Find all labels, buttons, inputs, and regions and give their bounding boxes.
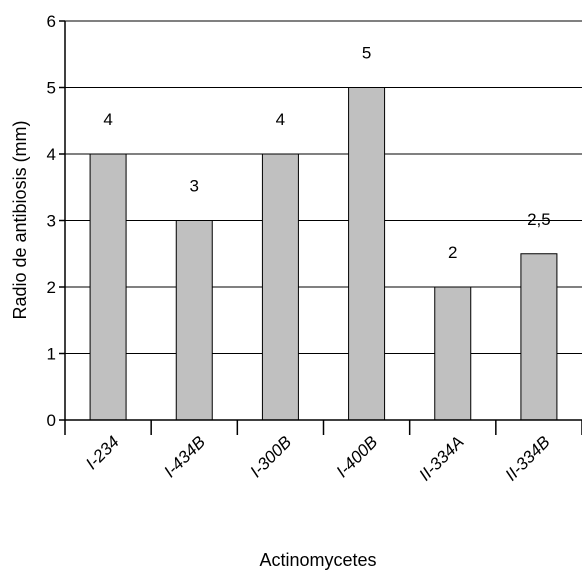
bar (348, 87, 386, 421)
category-label: I-434B (160, 432, 209, 481)
bar (261, 153, 299, 421)
data-labels: 4 3 4 5 2 2,5 (103, 44, 550, 263)
y-tick-label: 0 (47, 411, 56, 430)
y-ticks: 0 1 2 3 4 5 6 (47, 12, 65, 430)
y-tick-label: 6 (47, 12, 56, 31)
y-tick-label: 2 (47, 278, 56, 297)
data-label: 4 (276, 110, 285, 129)
y-tick-label: 4 (47, 145, 56, 164)
data-label: 2 (448, 243, 457, 262)
y-tick-label: 1 (47, 345, 56, 364)
data-label: 5 (362, 44, 371, 63)
y-tick-label: 5 (47, 79, 56, 98)
data-label: 3 (190, 177, 199, 196)
data-label: 2,5 (527, 210, 551, 229)
x-ticks: I-234 I-434B I-300B I-400B II-334A II-334B (64, 420, 582, 485)
category-label: II-334B (502, 432, 554, 484)
y-tick-label: 3 (47, 212, 56, 231)
gridlines (65, 20, 582, 354)
bar (175, 220, 213, 421)
bars (89, 87, 558, 421)
category-label: I-234 (82, 432, 123, 473)
category-label: I-400B (333, 432, 382, 481)
category-label: I-300B (246, 432, 295, 481)
category-label: II-334A (415, 432, 467, 484)
x-axis-title: Actinomycetes (259, 550, 376, 570)
bar (520, 253, 558, 421)
data-label: 4 (103, 110, 112, 129)
y-axis-title: Radio de antibiosis (mm) (10, 120, 30, 319)
bar (434, 286, 472, 421)
bar (89, 153, 127, 421)
